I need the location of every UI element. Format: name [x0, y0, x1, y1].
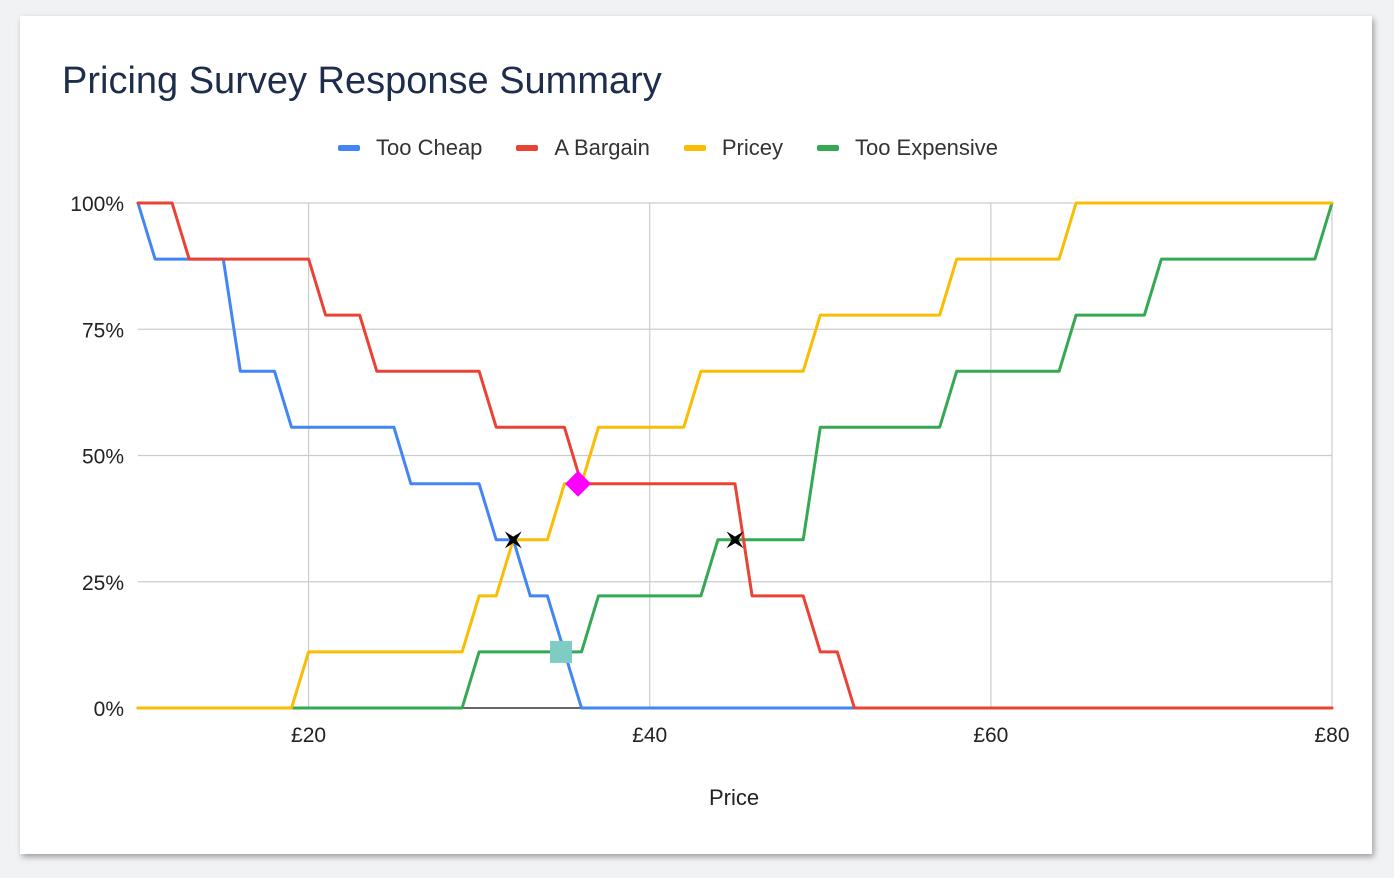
legend-swatch-pricey [683, 145, 706, 151]
legend-item-a-bargain: A Bargain [516, 135, 650, 161]
square-marker [550, 640, 573, 663]
star-marker [726, 531, 744, 549]
legend-label-too-expensive: Too Expensive [854, 135, 999, 160]
legend-item-too-cheap: Too Cheap [338, 135, 482, 161]
series-line-a-bargain [136, 201, 1334, 710]
legend-item-pricey: Pricey [683, 135, 783, 161]
star-marker [504, 531, 522, 549]
legend-swatch-too-cheap [338, 145, 360, 151]
legend-label-pricey: Pricey [721, 135, 783, 160]
y-tick-label: 25% [82, 572, 124, 595]
legend-item-too-expensive: Too Expensive [816, 135, 999, 161]
y-tick-label: 75% [82, 319, 124, 342]
legend-swatch-too-expensive [816, 145, 839, 151]
gridlines [138, 202, 1333, 709]
x-tick-label: £60 [973, 724, 1008, 747]
series-line-pricey [136, 201, 1334, 710]
chart-card: Pricing Survey Response Summary Too Chea… [20, 16, 1372, 854]
x-tick-label: £80 [1314, 724, 1349, 747]
chart-legend: Too Cheap A Bargain Pricey Too Expensive [338, 134, 1032, 162]
series-lines [136, 201, 1334, 710]
x-axis-label: Price [709, 785, 759, 810]
axis-ticks: 0% 25% 50% 75% 100% £20 £40 £60 £80 [70, 193, 1349, 747]
y-tick-label: 50% [82, 446, 124, 469]
legend-swatch-a-bargain [516, 145, 539, 151]
y-tick-label: 0% [94, 698, 124, 721]
x-tick-label: £20 [291, 724, 326, 747]
markers [504, 470, 744, 663]
y-tick-label: 100% [70, 193, 124, 216]
x-tick-label: £40 [632, 724, 667, 747]
series-line-too-cheap [136, 201, 873, 710]
diamond-marker [565, 470, 592, 497]
legend-label-too-cheap: Too Cheap [376, 135, 483, 160]
legend-label-a-bargain: A Bargain [554, 135, 650, 160]
chart-title: Pricing Survey Response Summary [62, 60, 662, 102]
series-line-too-expensive [136, 201, 1334, 710]
